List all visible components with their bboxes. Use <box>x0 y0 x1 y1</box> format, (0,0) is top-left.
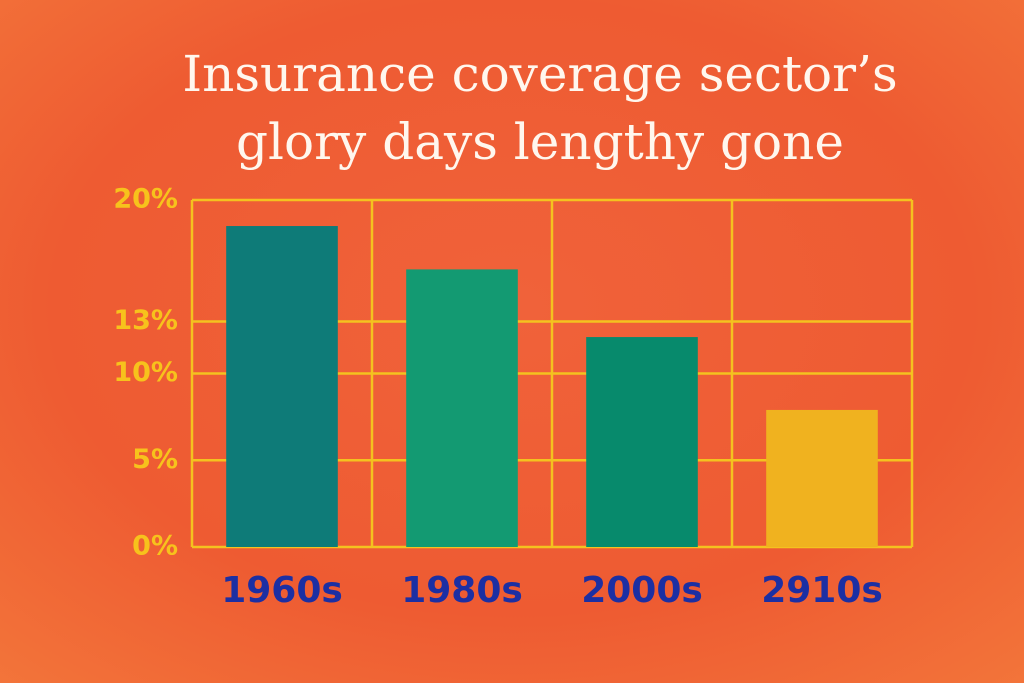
x-tick-label: 2910s <box>761 570 883 611</box>
chart-title: glory days lengthy gone <box>236 113 844 171</box>
bar <box>766 409 878 547</box>
bar <box>586 337 698 547</box>
y-tick-label: 20% <box>113 184 178 215</box>
y-tick-label: 5% <box>132 444 178 475</box>
y-tick-label: 10% <box>113 357 178 388</box>
bar <box>226 226 338 547</box>
chart-title: Insurance coverage sector’s <box>182 45 897 103</box>
y-tick-label: 13% <box>113 305 178 336</box>
x-tick-label: 1980s <box>401 570 523 611</box>
bar <box>406 269 518 547</box>
y-tick-label: 0% <box>132 531 178 562</box>
x-tick-label: 2000s <box>581 570 703 611</box>
x-tick-label: 1960s <box>221 570 343 611</box>
